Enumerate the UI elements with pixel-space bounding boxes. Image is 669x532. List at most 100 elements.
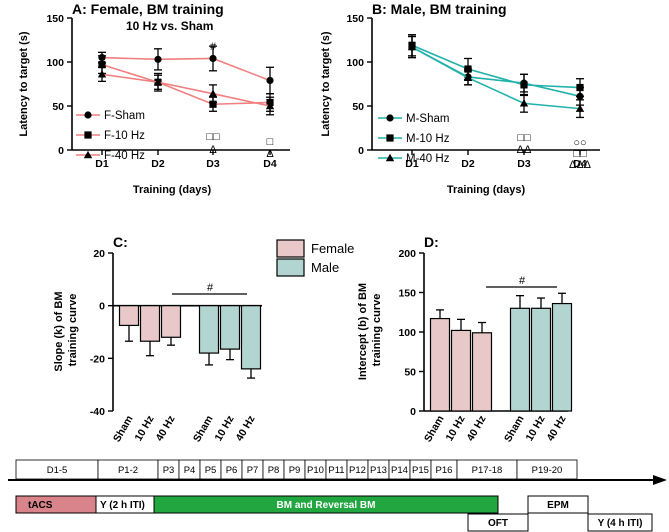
ytick-label: 100 [346, 57, 364, 69]
panel-c-title: C: [113, 234, 128, 250]
xtick-label: Sham [422, 414, 447, 445]
data-point [407, 42, 417, 51]
legend-f-40hz: F-40 Hz [104, 150, 145, 162]
legend-marker [386, 114, 394, 122]
task-bm-label: BM and Reversal BM [277, 500, 376, 511]
ytick-label: 50 [352, 101, 364, 113]
ytick-label: 150 [398, 288, 416, 300]
bar-male-40hz [240, 305, 262, 370]
xtick-label: 40 Hz [464, 414, 488, 444]
panel-a-xlabel: Training (days) [133, 184, 212, 196]
legend-male-swatch [276, 258, 305, 277]
panel-c-ylabel: Slope (k) of BM training curve [53, 288, 79, 371]
ytick-label: -40 [90, 406, 105, 418]
bar-male-sham [198, 305, 220, 354]
series-m-40hz [407, 35, 585, 119]
series-line [101, 73, 271, 107]
panel-b-sig-d4-triangles: ΔΔΔ [569, 159, 592, 171]
panel-b-xlabel: Training (days) [447, 184, 526, 196]
data-point [520, 81, 528, 89]
sex-legend: Female Male [276, 239, 354, 277]
panel-b-ylabel: Latency to target (s) [320, 31, 332, 136]
legend-female-label: Female [311, 241, 354, 256]
series-line [101, 56, 271, 82]
data-point [98, 61, 106, 69]
panel-a-sig-d3-squares: □□ [206, 131, 220, 143]
period-label-p10: P10 [307, 465, 324, 476]
panel-c-sig-hash: # [207, 282, 214, 294]
period-label-p7: P7 [247, 465, 259, 476]
legend-female-swatch [276, 239, 305, 258]
xtick-label-d1: D1 [95, 158, 109, 170]
xtick-label-d3: D3 [206, 158, 220, 170]
xtick-label: 10 Hz [132, 414, 156, 444]
task-y4-label: Y (4 h ITI) [598, 518, 643, 529]
panel-b-sig-d3-triangles: ΔΔ [517, 144, 532, 156]
data-point [265, 101, 275, 110]
data-point [266, 76, 274, 85]
period-cell-p19-20 [516, 459, 578, 480]
data-point [208, 89, 218, 97]
timeline: D1-5 P1-2 P3 P4 P5 P6 P7 P8 P9 P10 P11 P12 P13 P14 P15… [8, 459, 667, 532]
data-point [463, 73, 473, 82]
bar-female-10hz [450, 329, 472, 412]
data-point [209, 100, 217, 108]
period-label-p16: P16 [436, 465, 453, 476]
period-label-p9: P9 [289, 465, 301, 476]
panel-b-legend: M-Sham M-10 Hz M-40 Hz [378, 113, 450, 165]
legend-marker [84, 111, 92, 119]
panel-a-title: A: Female, BM training [72, 1, 224, 17]
xtick-label: 10 Hz [523, 414, 547, 444]
ytick-label: 100 [398, 327, 416, 339]
ytick-label: 0 [99, 301, 105, 313]
bar-female-sham [118, 305, 140, 327]
panel-a-annotation: 10 Hz vs. Sham [126, 19, 213, 33]
ytick-label: 0 [410, 406, 416, 418]
panel-a: A: Female, BM training 10 Hz vs. Sham 0 5… [18, 1, 290, 196]
period-label-p19-20: P19-20 [532, 465, 563, 476]
ytick-label: 0 [358, 145, 364, 157]
data-point [153, 78, 163, 86]
period-label-p14: P14 [391, 465, 408, 476]
bar-male-40hz [551, 302, 573, 412]
panel-d-ylabel: Intercept (b) of BM training curve [357, 280, 383, 380]
panel-c-ylabel-line1: Slope (k) of BM [53, 292, 65, 372]
data-point [575, 104, 585, 112]
series-f-10hz [98, 55, 274, 112]
panel-a-sig-d3-triangle: Δ [209, 144, 217, 156]
panel-a-ylabel: Latency to target (s) [18, 31, 30, 136]
xtick-label: 40 Hz [544, 414, 568, 444]
task-tacs-label: tACS [28, 500, 53, 511]
panel-b-title: B: Male, BM training [372, 1, 507, 17]
bar-male-10hz [219, 305, 241, 350]
period-label-p13: P13 [370, 465, 387, 476]
bar-male-10hz [530, 307, 552, 412]
panel-d-ylabel-line2: training curve [371, 294, 383, 367]
data-point [97, 70, 107, 78]
series-m-sham [408, 35, 584, 106]
period-label-p4: P4 [184, 465, 196, 476]
ytick-label: 0 [58, 145, 64, 157]
data-point [154, 55, 162, 63]
series-line [101, 63, 271, 106]
xtick-label: 10 Hz [212, 414, 236, 444]
data-point [519, 99, 529, 107]
xtick-label-d2: D2 [461, 158, 475, 170]
series-line [411, 46, 581, 98]
data-point [464, 65, 472, 73]
legend-male-label: Male [311, 260, 339, 275]
legend-f-sham: F-Sham [104, 110, 145, 122]
panel-a-legend: F-Sham F-10 Hz F-40 Hz [76, 110, 145, 162]
legend-f-10hz: F-10 Hz [104, 130, 145, 142]
legend-marker [386, 134, 394, 142]
ytick-label: 50 [404, 367, 416, 379]
panel-d-title: D: [424, 234, 439, 250]
series-f-40hz [97, 66, 275, 116]
bar-female-40hz [471, 332, 493, 412]
panel-d-sig-hash: # [519, 275, 526, 287]
task-epm-box [527, 495, 589, 514]
xtick-label: 40 Hz [233, 414, 257, 444]
ytick-label: 200 [398, 248, 416, 260]
legend-m-sham: M-Sham [406, 113, 449, 125]
